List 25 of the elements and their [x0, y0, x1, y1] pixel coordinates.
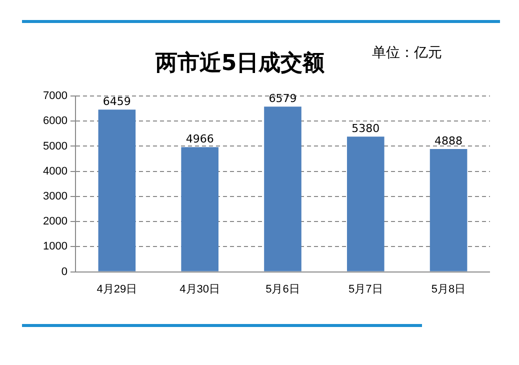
- y-tick-label: 7000: [42, 90, 68, 102]
- x-tick-label: 5月8日: [431, 283, 466, 296]
- y-tick-label: 5000: [42, 140, 68, 152]
- y-tick-label: 1000: [42, 240, 68, 253]
- data-label: 6459: [102, 94, 131, 108]
- data-label: 4888: [434, 134, 463, 148]
- x-tick-label: 5月7日: [348, 283, 383, 296]
- data-label: 5380: [352, 122, 380, 136]
- bar: [430, 149, 468, 272]
- bar: [346, 136, 384, 272]
- y-tick-label: 4000: [42, 165, 68, 178]
- y-tick-label: 2000: [42, 216, 68, 228]
- text: 单位：亿元: [372, 44, 442, 62]
- bar: [264, 106, 302, 272]
- x-tick-label: 5月6日: [266, 283, 300, 296]
- bar: [98, 110, 136, 272]
- x-tick-label: 4月30日: [180, 283, 220, 296]
- data-label: 6579: [268, 92, 297, 105]
- y-tick-label: 6000: [42, 115, 68, 128]
- y-tick-label: 0: [61, 266, 68, 278]
- y-tick-label: 3000: [42, 190, 68, 202]
- x-tick-label: 4月29日: [96, 283, 138, 296]
- data-label: 4966: [186, 132, 214, 146]
- chart-title: 两市近5日成交额: [155, 51, 325, 76]
- bar: [181, 147, 218, 272]
